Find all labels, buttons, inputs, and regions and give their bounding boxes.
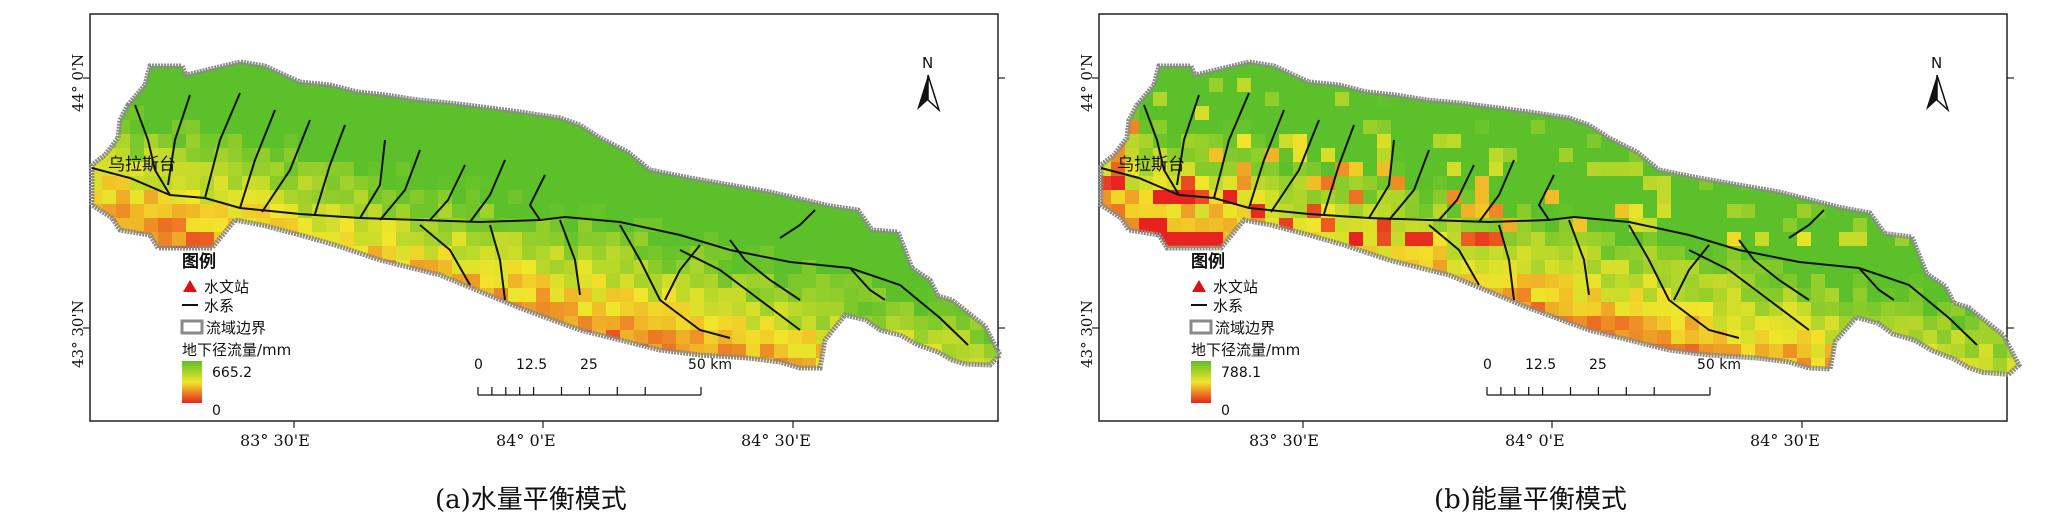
legend-station: 水文站 [204,278,249,296]
river-network [91,92,969,346]
x-tick-label: 83° 30'E [240,431,310,450]
svg-text:N: N [1931,54,1942,72]
y-tick-label: 44° 0'N [1078,54,1096,112]
station-label: 乌拉斯台 [108,155,176,175]
legend-min: 0 [212,403,221,419]
figure-caption: (b)能量平衡模式 [1434,485,1627,515]
svg-text:25: 25 [1589,357,1607,373]
svg-text:50 km: 50 km [1697,357,1741,373]
legend-title: 图例 [182,251,216,272]
x-tick-label: 84° 0'E [496,431,556,450]
legend-title: 图例 [1191,251,1225,272]
svg-text:12.5: 12.5 [516,357,547,373]
y-tick-label: 44° 0'N [69,54,87,112]
legend: 图例 水文站 水系 流域边界 地下径流量/mm 788.1 0 [1189,251,1300,419]
station-label: 乌拉斯台 [1117,155,1185,175]
legend-min: 0 [1221,403,1230,419]
map-panel-b: 乌拉斯台 N 图例 水文站 水系 流域边界 地下径流量/mm 788.1 0 0… [1078,13,2023,515]
scale-bar: 0 12.5 25 50 km [474,357,732,396]
legend-variable: 地下径流量/mm [1191,341,1300,359]
svg-text:0: 0 [1483,357,1492,373]
station-triangle-icon [183,280,197,292]
legend-boundary: 流域边界 [206,319,266,337]
legend-station: 水文站 [1213,278,1258,296]
legend-variable: 地下径流量/mm [182,341,291,359]
svg-text:25: 25 [580,357,598,373]
axis-ticks [1092,77,2014,428]
river-network [1100,92,1978,346]
station-triangle-icon [1192,280,1206,292]
figure-caption: (a)水量平衡模式 [435,485,627,515]
svg-text:12.5: 12.5 [1525,357,1556,373]
legend: 图例 水文站 水系 流域边界 地下径流量/mm 665.2 0 [180,251,291,419]
boundary-box-icon [180,319,204,335]
svg-text:N: N [922,54,933,72]
y-tick-label: 43° 30'N [69,300,87,368]
legend-river: 水系 [1213,297,1243,315]
x-tick-label: 84° 0'E [1505,431,1565,450]
color-ramp [182,361,202,403]
x-tick-label: 84° 30'E [1750,431,1820,450]
scale-bar: 0 12.5 25 50 km [1483,357,1741,396]
svg-text:0: 0 [474,357,483,373]
north-arrow-icon: N [1926,54,1950,113]
boundary-box-icon [1189,319,1213,335]
legend-max: 665.2 [212,365,252,381]
basin-boundary [89,59,1004,371]
x-tick-label: 83° 30'E [1249,431,1319,450]
axis-ticks [83,77,1005,428]
svg-text:50 km: 50 km [688,357,732,373]
legend-max: 788.1 [1221,365,1261,381]
x-tick-label: 84° 30'E [741,431,811,450]
legend-river: 水系 [204,297,234,315]
y-tick-label: 43° 30'N [1078,300,1096,368]
map-panel-a: 乌拉斯台 N 图例 水文站 水系 流域边界 地下径流量/mm 665.2 0 0… [69,13,1005,515]
north-arrow-icon: N [917,54,941,113]
color-ramp [1191,361,1211,403]
legend-boundary: 流域边界 [1215,319,1275,337]
